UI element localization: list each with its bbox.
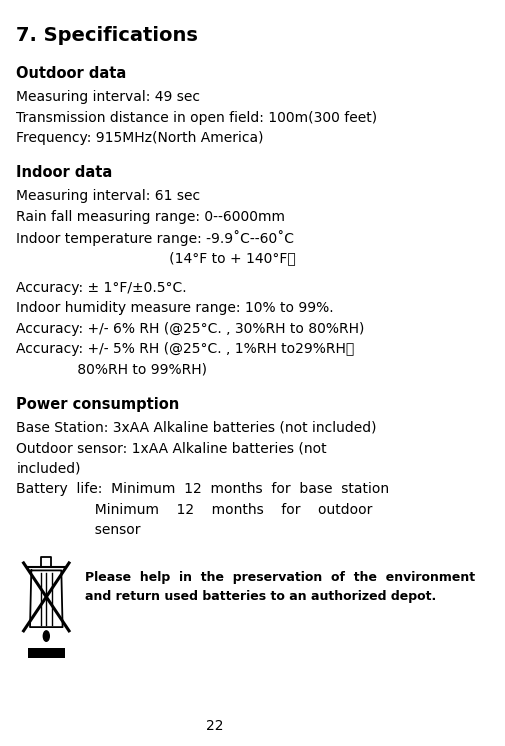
Text: sensor: sensor [16,524,141,537]
Text: 80%RH to 99%RH): 80%RH to 99%RH) [16,363,207,377]
Text: Outdoor sensor: 1xAA Alkaline batteries (not: Outdoor sensor: 1xAA Alkaline batteries … [16,442,327,455]
Text: included): included) [16,462,81,476]
Text: Measuring interval: 49 sec: Measuring interval: 49 sec [16,90,200,104]
Text: Accuracy: ± 1°F/±0.5°C.: Accuracy: ± 1°F/±0.5°C. [16,280,187,295]
Text: Frequency: 915MHz(North America): Frequency: 915MHz(North America) [16,131,264,145]
Circle shape [43,631,49,642]
Text: 7. Specifications: 7. Specifications [16,26,198,45]
Text: Rain fall measuring range: 0--6000mm: Rain fall measuring range: 0--6000mm [16,210,285,224]
Text: (14°F to + 140°F）: (14°F to + 140°F） [16,251,296,265]
Bar [28,648,65,659]
Text: Power consumption: Power consumption [16,397,180,412]
Text: Indoor temperature range: -9.9˚C--60˚C: Indoor temperature range: -9.9˚C--60˚C [16,231,294,246]
Text: Accuracy: +/- 6% RH (@25°C. , 30%RH to 80%RH): Accuracy: +/- 6% RH (@25°C. , 30%RH to 8… [16,322,365,336]
Text: and return used batteries to an authorized depot.: and return used batteries to an authoriz… [85,589,436,603]
Text: 22: 22 [206,718,223,733]
Text: Please  help  in  the  preservation  of  the  environment: Please help in the preservation of the e… [85,571,475,584]
Text: Measuring interval: 61 sec: Measuring interval: 61 sec [16,189,200,204]
Text: Base Station: 3xAA Alkaline batteries (not included): Base Station: 3xAA Alkaline batteries (n… [16,421,377,435]
Text: Accuracy: +/- 5% RH (@25°C. , 1%RH to29%RH；: Accuracy: +/- 5% RH (@25°C. , 1%RH to29%… [16,342,355,356]
Text: Minimum    12    months    for    outdoor: Minimum 12 months for outdoor [16,503,373,517]
Text: Battery  life:  Minimum  12  months  for  base  station: Battery life: Minimum 12 months for base… [16,483,389,496]
Text: Indoor humidity measure range: 10% to 99%.: Indoor humidity measure range: 10% to 99… [16,301,334,315]
Text: Transmission distance in open field: 100m(300 feet): Transmission distance in open field: 100… [16,110,377,125]
Text: Outdoor data: Outdoor data [16,66,127,81]
Text: Indoor data: Indoor data [16,165,113,180]
